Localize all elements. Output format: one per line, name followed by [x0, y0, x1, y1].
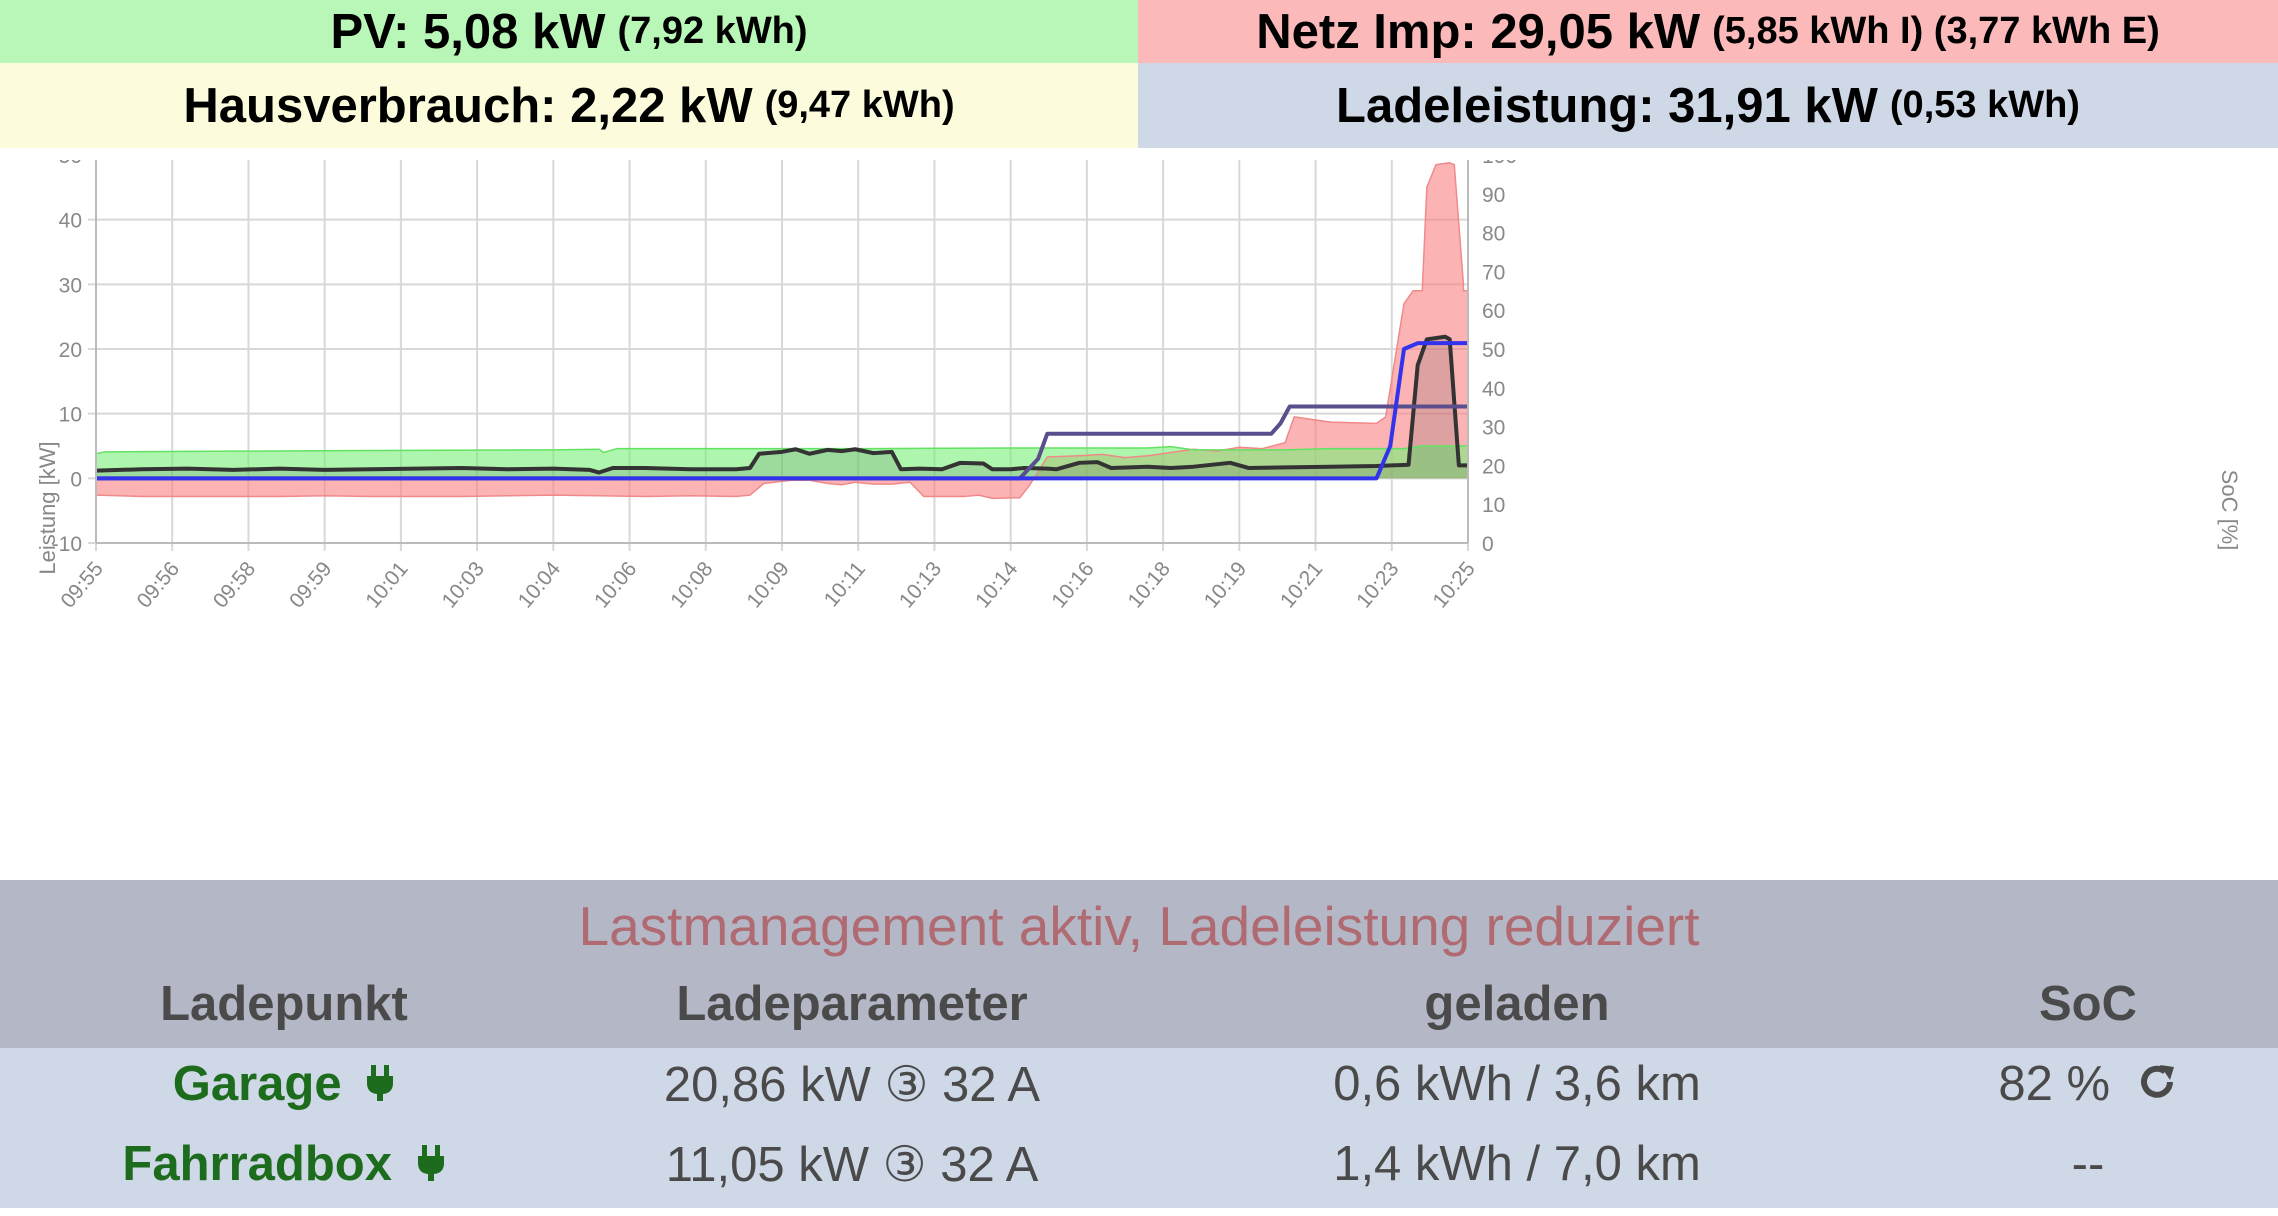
x-tick-label: 10:08: [666, 557, 717, 612]
house-power: Hausverbrauch: 2,22 kW: [183, 78, 753, 133]
header-ladepunkt: Ladepunkt: [160, 977, 408, 1031]
lp-charged: 1,4 kWh / 7,0 km: [1333, 1137, 1701, 1191]
lp-soc: --: [2071, 1137, 2105, 1191]
x-tick-label: 10:09: [742, 557, 793, 612]
grid-energy: (5,85 kWh I) (3,77 kWh E): [1712, 10, 2160, 52]
y-tick-label-right: 90: [1482, 184, 1505, 207]
y-tick-label-right: 50: [1482, 339, 1505, 362]
y-tick-label-right: 20: [1482, 455, 1505, 478]
plug-icon: [365, 1059, 395, 1115]
house-consumption-tile: Hausverbrauch: 2,22 kW (9,47 kWh): [0, 63, 1138, 148]
x-tick-label: 09:55: [56, 557, 107, 612]
series-lines: [95, 162, 1468, 500]
x-tick-label: 10:14: [971, 557, 1023, 612]
x-tick-label: 09:59: [285, 557, 336, 612]
x-tick-label: 10:16: [1047, 557, 1098, 612]
y-tick-label-right: 30: [1482, 417, 1505, 440]
house-energy: (9,47 kWh): [764, 84, 955, 126]
pv-power: PV: 5,08 kW: [330, 4, 606, 59]
table-row-garage: Garage 20,86 kW ③ 32 A 0,6 kWh / 3,6 km …: [0, 1048, 2278, 1128]
x-tick-label: 10:25: [1428, 557, 1479, 612]
load-management-message: Lastmanagement aktiv, Ladeleistung reduz…: [578, 895, 1700, 957]
grid-power: Netz Imp: 29,05 kW: [1256, 4, 1701, 59]
y-tick-label-left: 10: [59, 404, 82, 427]
lp-param: 11,05 kW ③ 32 A: [665, 1138, 1039, 1192]
x-tick-label: 10:01: [361, 557, 412, 612]
y-axis-label-left: Leistung [kW]: [35, 441, 60, 574]
header-ladeparameter: Ladeparameter: [676, 977, 1028, 1031]
y-tick-label-right: 60: [1482, 300, 1505, 323]
lp-name-cell[interactable]: Fahrradbox: [4, 1136, 564, 1195]
lp-soc: 82 %: [1998, 1057, 2111, 1111]
x-tick-label: 10:13: [895, 557, 946, 612]
y-tick-label-left: 40: [59, 210, 82, 233]
x-tick-label: 10:06: [590, 557, 641, 612]
table-row-fahrradbox: Fahrradbox 11,05 kW ③ 32 A 1,4 kWh / 7,0…: [0, 1128, 2278, 1208]
x-tick-label: 09:58: [209, 557, 260, 612]
charging-energy: (0,53 kWh): [1889, 84, 2080, 126]
series-line-lp1: [96, 341, 1468, 481]
x-tick-label: 10:21: [1276, 557, 1327, 612]
chart-axes: 50403020100-10100908070605040302010009:5…: [52, 160, 1517, 612]
y-tick-label-right: 0: [1482, 533, 1494, 556]
y-tick-label-left: -10: [52, 533, 82, 556]
y-tick-label-right: 80: [1482, 223, 1505, 246]
y-tick-label-left: 30: [59, 274, 82, 297]
y-tick-label-left: 50: [59, 160, 82, 168]
y-tick-label-right: 10: [1482, 494, 1505, 517]
x-tick-label: 09:56: [133, 557, 184, 612]
y-tick-label-right: 40: [1482, 378, 1505, 401]
refresh-icon[interactable]: [2136, 1059, 2178, 1115]
lp-param: 20,86 kW ③ 32 A: [663, 1058, 1041, 1112]
status-bar: Lastmanagement aktiv, Ladeleistung reduz…: [0, 880, 2278, 1048]
series-line-pv: [95, 445, 1468, 455]
header-geladen: geladen: [1424, 977, 1610, 1031]
y-axis-label-right: SoC [%]: [2217, 470, 2242, 551]
charge-point-panel: Lastmanagement aktiv, Ladeleistung reduz…: [0, 880, 2278, 1216]
charging-power: Ladeleistung: 31,91 kW: [1336, 78, 1878, 133]
pv-tile: PV: 5,08 kW (7,92 kWh): [0, 0, 1138, 63]
series-line-lp2: [96, 404, 1468, 481]
pv-energy: (7,92 kWh): [617, 10, 808, 52]
power-chart[interactable]: Lp1Lp2EVUPVHausverbrauch 50403020100-101…: [0, 160, 2278, 880]
grid-tile: Netz Imp: 29,05 kW (5,85 kWh I) (3,77 kW…: [1138, 0, 2278, 63]
plug-icon: [416, 1139, 446, 1195]
x-tick-label: 10:04: [514, 557, 566, 612]
y-tick-label-right: 100: [1482, 160, 1517, 168]
series-line-evu: [95, 162, 1468, 500]
y-tick-label-right: 70: [1482, 261, 1505, 284]
y-tick-label-left: 20: [59, 339, 82, 362]
x-tick-label: 10:23: [1352, 557, 1403, 612]
x-tick-label: 10:03: [438, 557, 489, 612]
y-tick-label-left: 0: [70, 468, 82, 491]
x-tick-label: 10:18: [1124, 557, 1175, 612]
charging-power-tile: Ladeleistung: 31,91 kW (0,53 kWh): [1138, 63, 2278, 148]
series-line-hausverbrauch: [95, 334, 1468, 475]
header-soc: SoC: [2039, 977, 2137, 1031]
lp-name-cell[interactable]: Garage: [4, 1056, 564, 1115]
lp-name[interactable]: Garage: [172, 1057, 342, 1111]
lp-name[interactable]: Fahrradbox: [122, 1137, 392, 1191]
x-tick-label: 10:11: [820, 557, 870, 611]
lp-charged: 0,6 kWh / 3,6 km: [1333, 1057, 1701, 1111]
lp-soc-cell: 82 %: [1808, 1056, 2278, 1115]
x-tick-label: 10:19: [1200, 557, 1251, 612]
